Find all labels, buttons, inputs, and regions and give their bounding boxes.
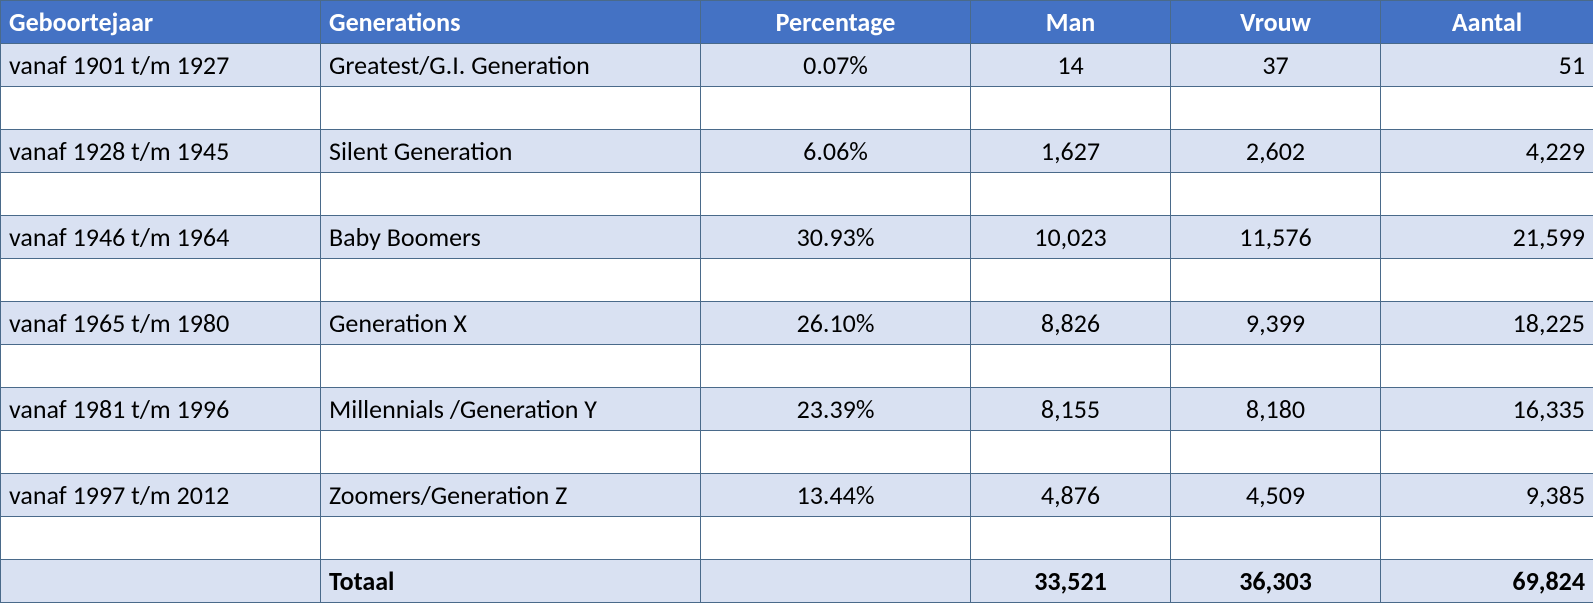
table-total-row: Totaal 33,521 36,303 69,824 <box>1 560 1593 603</box>
col-header-percentage: Percentage <box>701 1 971 44</box>
table-blank-row <box>1 345 1593 388</box>
cell-aantal: 9,385 <box>1381 474 1593 517</box>
cell-vrouw: 9,399 <box>1171 302 1381 345</box>
col-header-man: Man <box>971 1 1171 44</box>
table-blank-row <box>1 173 1593 216</box>
total-man: 33,521 <box>971 560 1171 603</box>
cell-vrouw: 11,576 <box>1171 216 1381 259</box>
table-row: vanaf 1901 t/m 1927 Greatest/G.I. Genera… <box>1 44 1593 87</box>
cell-geboortejaar: vanaf 1901 t/m 1927 <box>1 44 321 87</box>
total-label: Totaal <box>321 560 701 603</box>
table-row: vanaf 1981 t/m 1996 Millennials /Generat… <box>1 388 1593 431</box>
total-vrouw: 36,303 <box>1171 560 1381 603</box>
cell-vrouw: 37 <box>1171 44 1381 87</box>
cell-generation: Zoomers/Generation Z <box>321 474 701 517</box>
cell-man: 8,155 <box>971 388 1171 431</box>
cell-aantal: 51 <box>1381 44 1593 87</box>
cell-vrouw: 4,509 <box>1171 474 1381 517</box>
cell-man: 1,627 <box>971 130 1171 173</box>
col-header-aantal: Aantal <box>1381 1 1593 44</box>
table-blank-row <box>1 517 1593 560</box>
cell-man: 14 <box>971 44 1171 87</box>
cell-geboortejaar: vanaf 1965 t/m 1980 <box>1 302 321 345</box>
table-row: vanaf 1946 t/m 1964 Baby Boomers 30.93% … <box>1 216 1593 259</box>
table-body: vanaf 1901 t/m 1927 Greatest/G.I. Genera… <box>1 44 1593 603</box>
table-row: vanaf 1997 t/m 2012 Zoomers/Generation Z… <box>1 474 1593 517</box>
cell-aantal: 4,229 <box>1381 130 1593 173</box>
cell-generation: Silent Generation <box>321 130 701 173</box>
cell-percentage: 23.39% <box>701 388 971 431</box>
table-blank-row <box>1 87 1593 130</box>
cell-geboortejaar: vanaf 1997 t/m 2012 <box>1 474 321 517</box>
cell-man: 8,826 <box>971 302 1171 345</box>
cell-percentage: 13.44% <box>701 474 971 517</box>
col-header-vrouw: Vrouw <box>1171 1 1381 44</box>
col-header-generations: Generations <box>321 1 701 44</box>
cell-geboortejaar: vanaf 1981 t/m 1996 <box>1 388 321 431</box>
total-blank <box>1 560 321 603</box>
cell-percentage: 6.06% <box>701 130 971 173</box>
cell-geboortejaar: vanaf 1946 t/m 1964 <box>1 216 321 259</box>
cell-generation: Baby Boomers <box>321 216 701 259</box>
cell-generation: Millennials /Generation Y <box>321 388 701 431</box>
cell-vrouw: 8,180 <box>1171 388 1381 431</box>
cell-percentage: 30.93% <box>701 216 971 259</box>
cell-aantal: 16,335 <box>1381 388 1593 431</box>
cell-vrouw: 2,602 <box>1171 130 1381 173</box>
generations-table: Geboortejaar Generations Percentage Man … <box>0 0 1593 603</box>
cell-generation: Generation X <box>321 302 701 345</box>
table-row: vanaf 1965 t/m 1980 Generation X 26.10% … <box>1 302 1593 345</box>
cell-generation: Greatest/G.I. Generation <box>321 44 701 87</box>
cell-aantal: 18,225 <box>1381 302 1593 345</box>
cell-man: 4,876 <box>971 474 1171 517</box>
table-blank-row <box>1 259 1593 302</box>
cell-man: 10,023 <box>971 216 1171 259</box>
table-row: vanaf 1928 t/m 1945 Silent Generation 6.… <box>1 130 1593 173</box>
col-header-geboortejaar: Geboortejaar <box>1 1 321 44</box>
cell-geboortejaar: vanaf 1928 t/m 1945 <box>1 130 321 173</box>
cell-aantal: 21,599 <box>1381 216 1593 259</box>
table-blank-row <box>1 431 1593 474</box>
total-blank <box>701 560 971 603</box>
table-header-row: Geboortejaar Generations Percentage Man … <box>1 1 1593 44</box>
total-aantal: 69,824 <box>1381 560 1593 603</box>
cell-percentage: 26.10% <box>701 302 971 345</box>
cell-percentage: 0.07% <box>701 44 971 87</box>
